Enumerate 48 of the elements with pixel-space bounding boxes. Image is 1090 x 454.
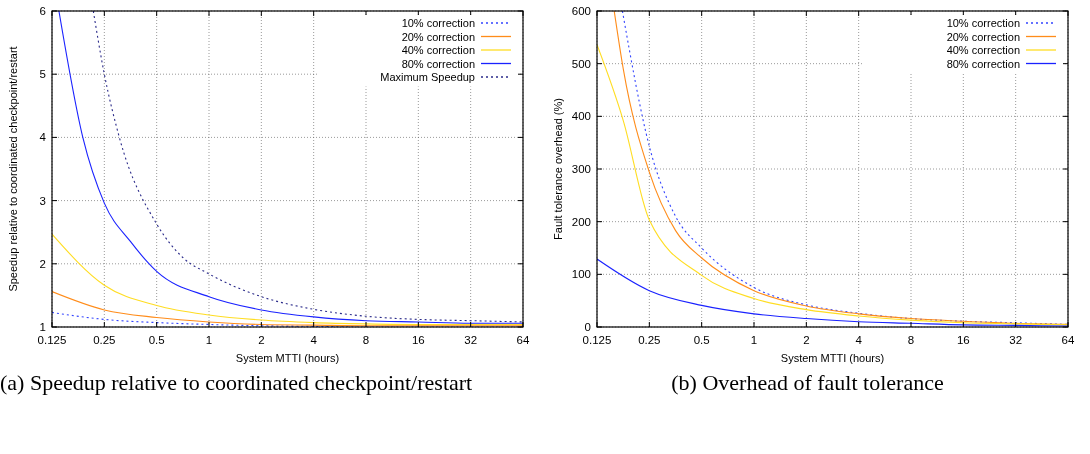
y-axis-title: Fault tolerance overhead (%): [552, 98, 564, 240]
y-tick-label: 4: [39, 131, 47, 144]
legend-label: 40% correction: [946, 44, 1020, 56]
y-tick-label: 5: [39, 68, 46, 81]
legend-label: 80% correction: [401, 57, 475, 70]
y-tick-label: 1: [39, 321, 46, 333]
x-tick-label: 4: [310, 334, 318, 346]
x-tick-label: 32: [464, 334, 478, 346]
x-tick-label: 0.5: [693, 334, 710, 346]
x-tick-label: 32: [1009, 334, 1023, 346]
x-axis-title: System MTTI (hours): [780, 352, 885, 364]
x-tick-label: 2: [258, 334, 265, 346]
legend-label: 10% correction: [401, 17, 475, 29]
x-tick-label: 64: [516, 334, 530, 346]
x-tick-label: 0.125: [582, 334, 612, 346]
legend-label: Maximum Speedup: [380, 71, 475, 83]
text: (a) Speedup relative to coordinated checkpoint/restart: [0, 369, 474, 397]
x-tick-label: 0.5: [148, 334, 165, 346]
x-tick-label: 8: [907, 334, 915, 346]
x-tick-label: 16: [411, 334, 425, 346]
y-tick-label: 2: [39, 257, 46, 270]
x-tick-label: 2: [803, 334, 810, 346]
y-tick-label: 6: [39, 5, 46, 17]
legend-label: 20% correction: [401, 30, 475, 43]
legend-label: 10% correction: [946, 17, 1020, 29]
text: (b) Overhead of fault tolerance: [670, 369, 945, 397]
legend-label: 40% correction: [401, 44, 475, 56]
y-axis-title: Speedup relative to coordinated checkpoint/restart: [7, 46, 19, 292]
x-tick-label: 0.25: [93, 334, 116, 346]
x-tick-label: 0.125: [37, 334, 67, 346]
x-tick-label: 16: [956, 334, 970, 346]
y-tick-label: 200: [571, 215, 591, 228]
y-tick-label: 500: [571, 57, 591, 70]
y-tick-label: 100: [571, 268, 591, 281]
y-tick-label: 400: [571, 110, 591, 123]
y-tick-label: 0: [584, 321, 591, 333]
y-tick-label: 3: [39, 194, 46, 207]
x-axis-title: System MTTI (hours): [235, 352, 340, 364]
x-tick-label: 0.25: [638, 334, 661, 346]
legend-label: 20% correction: [946, 30, 1020, 43]
x-tick-label: 4: [855, 334, 863, 346]
x-tick-label: 1: [205, 334, 213, 346]
legend-label: 80% correction: [946, 57, 1020, 70]
x-tick-label: 8: [362, 334, 370, 346]
x-tick-label: 64: [1061, 334, 1075, 346]
x-tick-label: 1: [750, 334, 758, 346]
y-tick-label: 600: [571, 5, 591, 17]
y-tick-label: 300: [571, 163, 591, 175]
